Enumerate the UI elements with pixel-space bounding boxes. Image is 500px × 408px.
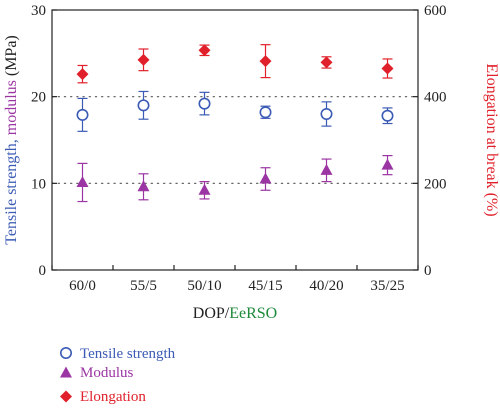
data-point bbox=[198, 44, 211, 57]
data-point bbox=[381, 62, 394, 75]
y-axis-left-title-part2: modulus bbox=[3, 80, 20, 135]
x-axis-title-separator: / bbox=[225, 305, 230, 322]
x-axis-title-part2: EeRSO bbox=[229, 305, 277, 322]
data-point bbox=[320, 108, 333, 121]
legend-label-elongation: Elongation bbox=[80, 389, 146, 405]
legend-marker-diamond bbox=[60, 390, 72, 403]
y-axis-left-title: Tensile strength, modulus (MPa) bbox=[3, 35, 20, 245]
data-point bbox=[198, 183, 211, 195]
data-point bbox=[76, 108, 89, 121]
y-axis-left-title-part1: Tensile strength bbox=[3, 143, 20, 245]
data-point bbox=[259, 55, 272, 68]
data-point bbox=[381, 158, 394, 170]
plot-frame bbox=[51, 9, 419, 271]
data-point bbox=[320, 56, 333, 69]
y-axis-left-title-part3: (MPa) bbox=[3, 35, 20, 80]
legend-label-modulus: Modulus bbox=[80, 365, 134, 381]
y-axis-right-title: Elongation at break (%) bbox=[483, 63, 500, 216]
data-series bbox=[76, 44, 394, 203]
y-left-tick-label: 10 bbox=[31, 176, 46, 192]
data-point bbox=[259, 172, 272, 184]
y-left-tick-label: 20 bbox=[31, 90, 46, 106]
series-modulus bbox=[76, 155, 394, 203]
x-axis-ticks: 60/0 55/5 50/10 45/15 40/20 35/25 bbox=[51, 265, 419, 294]
y-right-tick-label: 600 bbox=[424, 3, 447, 19]
x-axis-title-part1: DOP bbox=[193, 305, 225, 322]
y-axis-left-title-separator: , bbox=[3, 135, 20, 143]
legend-item-tensile-strength: Tensile strength bbox=[59, 346, 176, 362]
data-point bbox=[76, 68, 89, 81]
legend: Tensile strength Modulus Elongation bbox=[59, 346, 176, 405]
data-point bbox=[76, 175, 89, 187]
axes bbox=[51, 9, 419, 271]
x-tick-label: 55/5 bbox=[130, 278, 157, 294]
legend-item-elongation: Elongation bbox=[60, 389, 146, 405]
reference-lines bbox=[51, 96, 419, 184]
x-tick-label: 50/10 bbox=[187, 278, 221, 294]
right-axis-ticks: 0 200 400 600 bbox=[413, 3, 447, 279]
x-tick-label: 45/15 bbox=[248, 278, 282, 294]
y-left-tick-label: 30 bbox=[31, 3, 46, 19]
x-tick-label: 35/25 bbox=[370, 278, 404, 294]
series-elongation bbox=[76, 44, 394, 84]
data-point bbox=[320, 163, 333, 175]
legend-marker-open-circle bbox=[59, 346, 72, 359]
legend-marker-triangle bbox=[60, 366, 72, 378]
legend-item-modulus: Modulus bbox=[60, 365, 134, 381]
y-right-tick-label: 0 bbox=[424, 263, 432, 279]
data-point bbox=[259, 106, 272, 119]
left-axis-ticks: 0 10 20 30 bbox=[31, 3, 57, 279]
y-left-tick-label: 0 bbox=[39, 263, 47, 279]
y-right-tick-label: 200 bbox=[424, 176, 447, 192]
y-right-tick-label: 400 bbox=[424, 90, 447, 106]
data-point bbox=[381, 109, 394, 122]
data-point bbox=[137, 53, 150, 66]
x-tick-label: 40/20 bbox=[309, 278, 343, 294]
data-point bbox=[198, 97, 211, 110]
series-tensile-strength bbox=[76, 90, 394, 132]
x-axis-title: DOP/EeRSO bbox=[193, 305, 277, 322]
legend-label-tensile-strength: Tensile strength bbox=[80, 346, 176, 362]
x-tick-label: 60/0 bbox=[69, 278, 96, 294]
data-point bbox=[137, 180, 150, 192]
data-point bbox=[137, 99, 150, 112]
